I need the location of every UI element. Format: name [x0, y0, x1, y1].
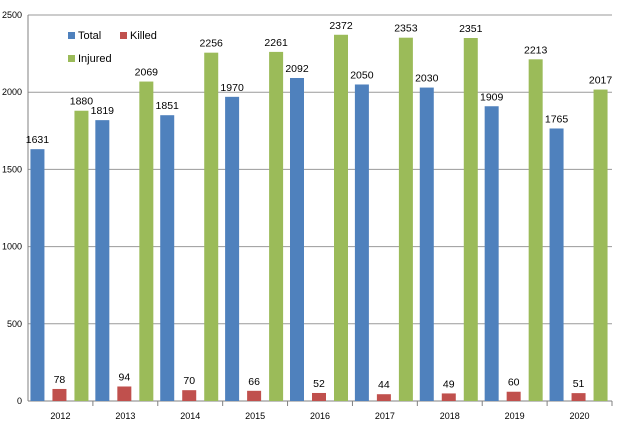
data-label-killed: 44 — [378, 379, 390, 391]
legend-label-injured: Injured — [78, 53, 112, 65]
data-label-killed: 78 — [54, 374, 66, 386]
bar-total — [354, 84, 369, 401]
x-tick-label: 2015 — [245, 411, 265, 421]
bar-killed — [376, 394, 391, 401]
data-label-injured: 2256 — [200, 38, 224, 50]
x-tick-label: 2013 — [115, 411, 135, 421]
data-label-total: 2092 — [285, 63, 309, 75]
data-label-total: 1819 — [91, 105, 115, 117]
y-tick-label: 500 — [7, 319, 22, 329]
data-label-injured: 2372 — [329, 20, 353, 32]
bar-injured — [398, 37, 413, 401]
bar-killed — [117, 386, 132, 401]
data-label-killed: 60 — [508, 377, 520, 389]
data-label-killed: 52 — [313, 378, 325, 390]
bar-injured — [593, 89, 608, 402]
bar-total — [419, 87, 434, 402]
legend: Total Killed Injured — [68, 30, 157, 65]
bar-total — [95, 120, 110, 402]
legend-label-killed: Killed — [130, 30, 157, 42]
data-label-total: 1765 — [545, 113, 569, 125]
y-tick-label: 0 — [17, 396, 22, 406]
gridlines — [27, 14, 612, 402]
data-label-injured: 1880 — [70, 96, 94, 108]
x-tick-label: 2016 — [310, 411, 330, 421]
legend-swatch-injured — [68, 55, 75, 62]
data-label-total: 1631 — [26, 134, 50, 146]
data-label-injured: 2017 — [589, 75, 613, 87]
y-tick-label: 2500 — [2, 10, 22, 20]
x-tick-label: 2014 — [180, 411, 200, 421]
legend-swatch-killed — [120, 32, 127, 39]
bar-killed — [571, 393, 586, 401]
data-label-killed: 51 — [573, 378, 585, 390]
bar-injured — [204, 52, 219, 402]
bar-injured — [74, 110, 89, 401]
data-label-killed: 70 — [183, 375, 195, 387]
data-label-killed: 49 — [443, 378, 455, 390]
data-label-injured: 2261 — [264, 37, 288, 49]
x-tick-label: 2018 — [440, 411, 460, 421]
bar-total — [484, 106, 499, 401]
bar-total — [160, 115, 175, 401]
bar-total — [549, 128, 564, 401]
legend-label-total: Total — [78, 30, 101, 42]
bar-total — [225, 96, 240, 401]
bar-injured — [463, 38, 478, 401]
bars — [30, 34, 608, 402]
bar-killed — [247, 390, 262, 401]
bar-injured — [334, 34, 348, 402]
x-axis-ticks: 2012 2013 2014 2015 2016 2017 2018 2019 2020 — [50, 401, 613, 421]
data-label-injured: 2351 — [459, 23, 483, 35]
data-label-total: 2030 — [415, 73, 439, 85]
bar-total — [30, 149, 45, 401]
y-tick-label: 2000 — [2, 87, 22, 97]
y-axis-ticks: 0 500 1000 1500 2000 2500 — [2, 10, 22, 406]
bar-injured — [139, 81, 154, 402]
bar-killed — [506, 391, 521, 401]
bar-killed — [182, 390, 197, 401]
data-label-injured: 2213 — [524, 44, 548, 56]
x-tick-label: 2020 — [570, 411, 590, 421]
x-tick-label: 2019 — [505, 411, 525, 421]
data-label-total: 1851 — [156, 100, 180, 112]
bar-killed — [441, 393, 456, 401]
y-tick-label: 1000 — [2, 242, 22, 252]
data-label-killed: 94 — [118, 371, 130, 383]
data-label-injured: 2353 — [394, 23, 418, 35]
data-label-total: 2050 — [350, 69, 374, 81]
data-label-total: 1970 — [220, 82, 244, 94]
bar-total — [290, 77, 304, 401]
bar-killed — [52, 388, 67, 401]
y-tick-label: 1500 — [2, 164, 22, 174]
data-label-total: 1909 — [480, 91, 504, 103]
data-label-killed: 66 — [248, 376, 260, 388]
bar-injured — [528, 59, 543, 401]
bar-killed — [312, 392, 326, 401]
x-tick-label: 2012 — [50, 411, 70, 421]
bar-injured — [269, 51, 284, 401]
data-label-injured: 2069 — [135, 67, 159, 79]
legend-swatch-total — [68, 32, 75, 39]
x-tick-label: 2017 — [375, 411, 395, 421]
